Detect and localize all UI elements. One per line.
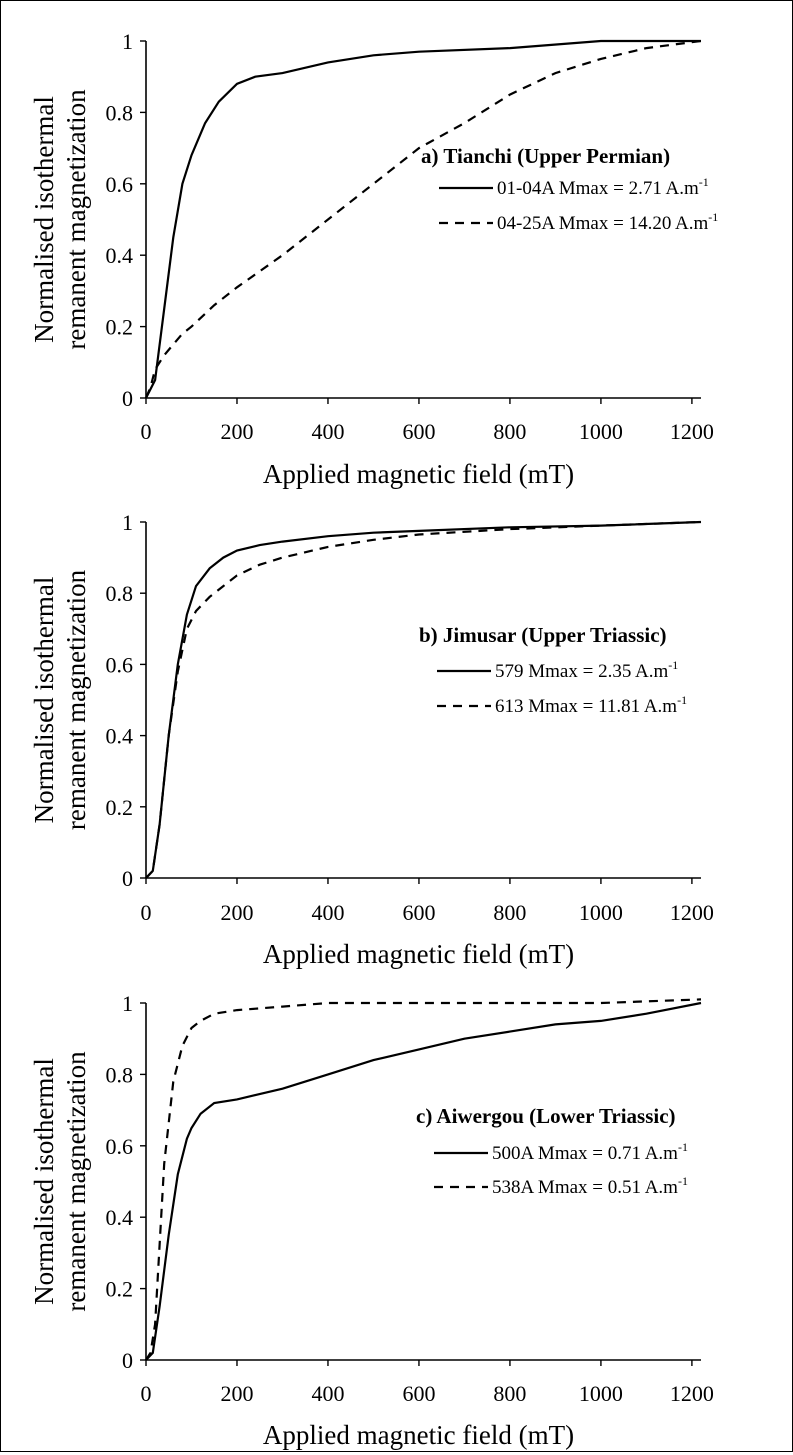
legend-label-superscript: -1 xyxy=(678,1140,688,1154)
legend-label-superscript: -1 xyxy=(677,693,687,707)
y-tick-label: 1 xyxy=(122,29,133,54)
y-tick-label: 0 xyxy=(122,866,133,891)
series-line-dashed xyxy=(145,520,702,879)
y-tick-label: 0.4 xyxy=(106,724,134,749)
legend-label-text: 579 Mmax = 2.35 A.m xyxy=(495,661,668,682)
y-tick-label: 0.2 xyxy=(106,1277,134,1302)
legend-label: 579 Mmax = 2.35 A.m-1 xyxy=(495,658,678,682)
x-tick-label: 0 xyxy=(141,419,152,444)
x-tick-label: 1000 xyxy=(579,419,623,444)
x-tick-label: 600 xyxy=(402,419,435,444)
x-tick-label: 1200 xyxy=(670,1381,714,1406)
x-axis-label: Applied magnetic field (mT) xyxy=(263,459,574,489)
panel-title: b) Jimusar (Upper Triassic) xyxy=(419,623,667,647)
x-axis-label: Applied magnetic field (mT) xyxy=(263,1420,574,1450)
x-tick-label: 1200 xyxy=(670,900,714,925)
y-tick-label: 0 xyxy=(122,386,133,411)
y-tick-label: 0.4 xyxy=(106,243,134,268)
legend-label-text: 613 Mmax = 11.81 A.m xyxy=(495,696,677,717)
y-tick-label: 0.8 xyxy=(106,581,134,606)
x-tick-label: 600 xyxy=(402,1381,435,1406)
legend-label-superscript: -1 xyxy=(708,210,718,224)
x-tick-label: 800 xyxy=(493,900,526,925)
y-tick-label: 0.2 xyxy=(106,315,134,340)
x-tick-label: 800 xyxy=(493,1381,526,1406)
x-tick-label: 800 xyxy=(493,419,526,444)
x-tick-label: 200 xyxy=(220,1381,253,1406)
x-tick-label: 1200 xyxy=(670,419,714,444)
x-tick-label: 400 xyxy=(311,1381,344,1406)
legend-label: 538A Mmax = 0.51 A.m-1 xyxy=(492,1174,688,1198)
x-tick-label: 400 xyxy=(311,419,344,444)
legend-label-superscript: -1 xyxy=(699,175,709,189)
legend-label: 04-25A Mmax = 14.20 A.m-1 xyxy=(497,210,718,234)
chart-panel-b: 0 0.2 0.4 0.6 0.8 1 0 200 400 600 800 1000 1200 Appli… xyxy=(29,510,714,969)
x-tick-label: 200 xyxy=(220,900,253,925)
y-axis-label-line: Normalised isothermal xyxy=(29,577,59,824)
y-tick-label: 0.6 xyxy=(106,1134,134,1159)
x-tick-label: 0 xyxy=(141,1381,152,1406)
x-tick-label: 400 xyxy=(311,900,344,925)
y-tick-label: 0 xyxy=(122,1348,133,1373)
y-tick-label: 0.8 xyxy=(106,100,134,125)
y-tick-label: 0.4 xyxy=(106,1205,134,1230)
legend-label-text: 01-04A Mmax = 2.71 A.m xyxy=(497,178,699,199)
y-tick-label: 0.6 xyxy=(106,652,134,677)
y-tick-label: 0.2 xyxy=(106,795,134,820)
y-axis-label-line: Normalised isothermal xyxy=(29,96,59,343)
panel-title: c) Aiwergou (Lower Triassic) xyxy=(416,1104,676,1128)
legend-label-text: 04-25A Mmax = 14.20 A.m xyxy=(497,213,708,234)
legend-label: 500A Mmax = 0.71 A.m-1 xyxy=(492,1140,688,1164)
x-axis-label: Applied magnetic field (mT) xyxy=(263,939,574,969)
legend-label-text: 538A Mmax = 0.51 A.m xyxy=(492,1177,678,1198)
y-axis-label-line: Normalised isothermal xyxy=(29,1058,59,1305)
x-tick-label: 0 xyxy=(141,900,152,925)
legend-label-superscript: -1 xyxy=(678,1174,688,1188)
y-tick-label: 1 xyxy=(122,991,133,1016)
legend-label: 01-04A Mmax = 2.71 A.m-1 xyxy=(497,175,709,199)
legend-label-superscript: -1 xyxy=(668,658,678,672)
legend-label-text: 500A Mmax = 0.71 A.m xyxy=(492,1143,678,1164)
chart-panel-c: 0 0.2 0.4 0.6 0.8 1 0 200 400 600 800 1000 1200 Appli… xyxy=(29,991,714,1450)
series-line-dashed xyxy=(144,39,702,399)
series-line-solid xyxy=(145,1001,702,1361)
y-tick-label: 0.6 xyxy=(106,172,134,197)
x-tick-label: 600 xyxy=(402,900,435,925)
y-axis-label-line: remanent magnetization xyxy=(61,89,91,350)
y-axis-label-line: remanent magnetization xyxy=(61,569,91,830)
panel-title: a) Tianchi (Upper Permian) xyxy=(421,144,670,168)
y-tick-label: 1 xyxy=(122,510,133,535)
series-line-dashed xyxy=(145,998,702,1361)
y-tick-label: 0.8 xyxy=(106,1062,134,1087)
series-line-solid xyxy=(145,39,701,399)
x-tick-label: 200 xyxy=(220,419,253,444)
legend-label: 613 Mmax = 11.81 A.m-1 xyxy=(495,693,687,717)
x-tick-label: 1000 xyxy=(579,1381,623,1406)
chart-panel-a: 0 0.2 0.4 0.6 0.8 1 0 200 400 600 800 1000 1200 Appli… xyxy=(29,29,718,489)
y-axis-label-line: remanent magnetization xyxy=(61,1051,91,1312)
x-tick-label: 1000 xyxy=(579,900,623,925)
